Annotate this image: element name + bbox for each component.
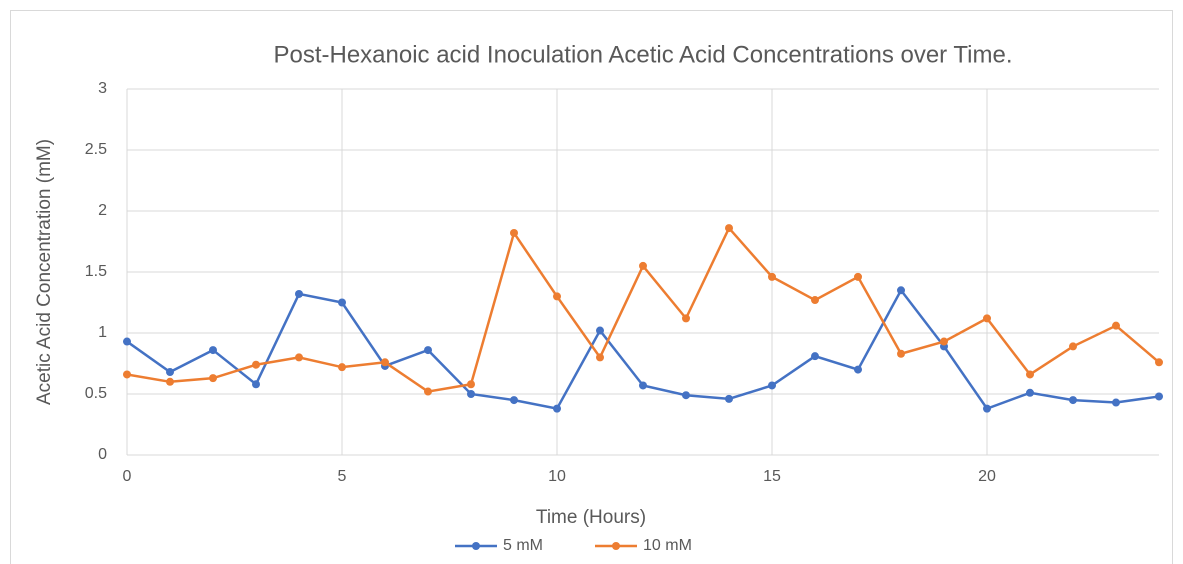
chart-border	[10, 10, 1173, 564]
data-point	[1026, 388, 1034, 397]
data-point	[510, 396, 518, 405]
data-point	[123, 337, 131, 346]
data-point	[338, 298, 346, 307]
data-point	[209, 374, 217, 383]
data-point	[983, 314, 991, 323]
data-point	[1026, 370, 1034, 379]
data-point	[811, 296, 819, 305]
data-point	[123, 370, 131, 379]
data-point	[553, 404, 561, 413]
data-point	[209, 346, 217, 355]
chart-title: Post-Hexanoic acid Inoculation Acetic Ac…	[273, 41, 1012, 68]
data-point	[424, 346, 432, 355]
data-point	[768, 272, 776, 281]
y-tick-label: 3	[98, 80, 107, 97]
data-point	[639, 381, 647, 390]
data-point	[854, 272, 862, 281]
y-tick-label: 1	[98, 324, 107, 341]
data-point	[682, 391, 690, 400]
data-point	[639, 261, 647, 270]
data-point	[1069, 342, 1077, 351]
data-point	[252, 380, 260, 389]
y-tick-label: 1.5	[85, 263, 107, 280]
data-point	[1155, 358, 1163, 367]
data-point	[424, 387, 432, 396]
data-point	[166, 377, 174, 386]
data-point	[897, 286, 905, 295]
y-tick-label: 2	[98, 202, 107, 219]
data-point	[381, 358, 389, 367]
data-point	[553, 292, 561, 301]
data-point	[596, 326, 604, 335]
x-tick-label: 15	[763, 468, 781, 485]
legend-label: 10 mM	[643, 537, 692, 554]
legend-marker	[472, 542, 480, 550]
data-point	[682, 314, 690, 323]
data-point	[725, 394, 733, 403]
y-axis-title: Acetic Acid Concentration (mM)	[34, 139, 55, 405]
legend-marker	[612, 542, 620, 550]
data-point	[768, 381, 776, 390]
data-point	[338, 363, 346, 372]
x-axis-title: Time (Hours)	[536, 507, 646, 528]
data-point	[1112, 398, 1120, 407]
data-point	[166, 368, 174, 377]
y-tick-label: 0.5	[85, 385, 107, 402]
data-point	[295, 353, 303, 362]
data-point	[1155, 392, 1163, 401]
data-point	[510, 228, 518, 237]
data-point	[897, 349, 905, 358]
data-point	[1069, 396, 1077, 405]
x-tick-label: 0	[123, 468, 132, 485]
data-point	[983, 404, 991, 413]
y-tick-label: 2.5	[85, 141, 107, 158]
data-point	[811, 352, 819, 361]
data-point	[467, 380, 475, 389]
data-point	[1112, 321, 1120, 330]
data-point	[596, 353, 604, 362]
x-tick-label: 20	[978, 468, 996, 485]
data-point	[252, 360, 260, 369]
data-point	[940, 337, 948, 346]
x-tick-label: 10	[548, 468, 566, 485]
data-point	[467, 390, 475, 398]
data-point	[725, 224, 733, 233]
legend-label: 5 mM	[503, 537, 543, 554]
y-tick-label: 0	[98, 446, 107, 463]
x-tick-label: 5	[338, 468, 347, 485]
data-point	[295, 289, 303, 298]
data-point	[854, 365, 862, 374]
